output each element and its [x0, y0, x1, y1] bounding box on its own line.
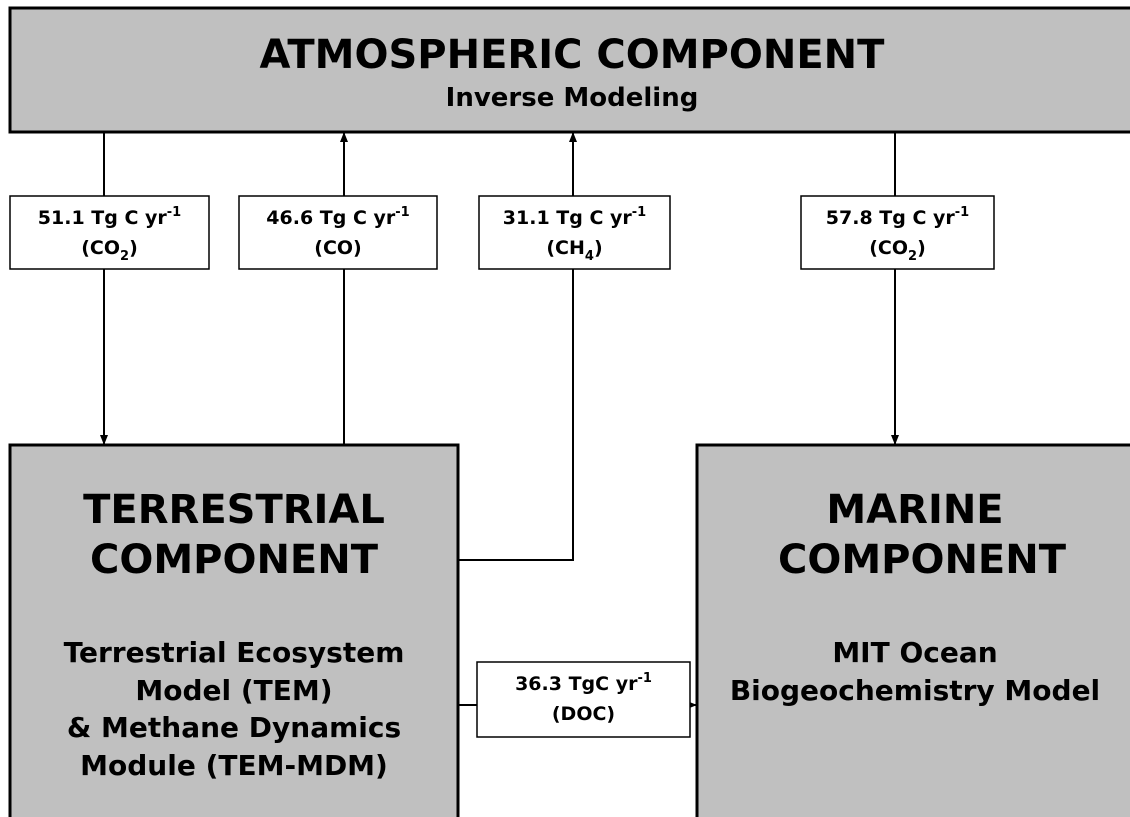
flow-amount-text: 57.8 Tg C yr [826, 207, 956, 229]
flow-amount: 31.1 Tg C yr-1 [503, 205, 646, 229]
terrestrial-description: Module (TEM-MDM) [80, 749, 388, 782]
flow-gas-text: (CO) [314, 237, 361, 259]
flow-amount: 57.8 Tg C yr-1 [826, 205, 969, 229]
flow-amount-text: 46.6 Tg C yr [266, 207, 396, 229]
flow-amount: 51.1 Tg C yr-1 [38, 205, 181, 229]
flow-gas: (CO2) [81, 237, 138, 264]
marine-description: MIT Ocean [832, 636, 997, 669]
terrestrial-box [8, 443, 460, 817]
flow-amount: 46.6 Tg C yr-1 [266, 205, 409, 229]
flow-gas-subscript: 2 [908, 249, 917, 264]
flow-amount-text: 31.1 Tg C yr [503, 207, 633, 229]
terrestrial-title: COMPONENT [90, 537, 379, 583]
flow-label-box [800, 195, 995, 270]
marine-box [695, 443, 1130, 817]
flow-exponent: -1 [167, 205, 181, 220]
arrow [458, 132, 577, 561]
terrestrial-description: Terrestrial Ecosystem [64, 636, 405, 669]
terrestrial-title: TERRESTRIAL [83, 487, 385, 533]
flow-exponent: -1 [395, 205, 409, 220]
flow-label-box [238, 195, 438, 270]
flow-gas: (CH4) [546, 237, 602, 264]
marine-title: MARINE [826, 487, 1003, 533]
flow-exponent: -1 [632, 205, 646, 220]
flow-gas-text: (CO [869, 237, 908, 259]
flow-gas: (CO2) [869, 237, 926, 264]
flow-amount: 36.3 TgC yr-1 [515, 671, 652, 695]
flow-gas-end: ) [129, 237, 138, 259]
flow-gas: (CO) [314, 237, 361, 259]
flow-gas-end: ) [917, 237, 926, 259]
flow-gas-subscript: 4 [585, 249, 594, 264]
atmosphere-title: ATMOSPHERIC COMPONENT [260, 32, 886, 78]
marine-title: COMPONENT [778, 537, 1067, 583]
marine-description: Biogeochemistry Model [730, 674, 1100, 707]
terrestrial-description: & Methane Dynamics [67, 711, 401, 744]
atmosphere-box [8, 6, 1130, 134]
flow-amount-text: 51.1 Tg C yr [38, 207, 168, 229]
flow-exponent: -1 [637, 671, 651, 686]
flow-label-box [9, 195, 210, 270]
flow-label-box [478, 195, 671, 270]
flow-gas-end: ) [594, 237, 603, 259]
terrestrial-description: Model (TEM) [135, 674, 332, 707]
flow-exponent: -1 [955, 205, 969, 220]
flow-gas: (DOC) [552, 703, 615, 725]
flow-label-box [476, 661, 691, 738]
flow-amount-text: 36.3 TgC yr [515, 673, 638, 695]
flow-gas-text: (CH [546, 237, 585, 259]
flow-gas-subscript: 2 [120, 249, 129, 264]
flow-gas-text: (DOC) [552, 703, 615, 725]
atmosphere-subtitle: Inverse Modeling [446, 83, 699, 113]
flow-gas-text: (CO [81, 237, 120, 259]
